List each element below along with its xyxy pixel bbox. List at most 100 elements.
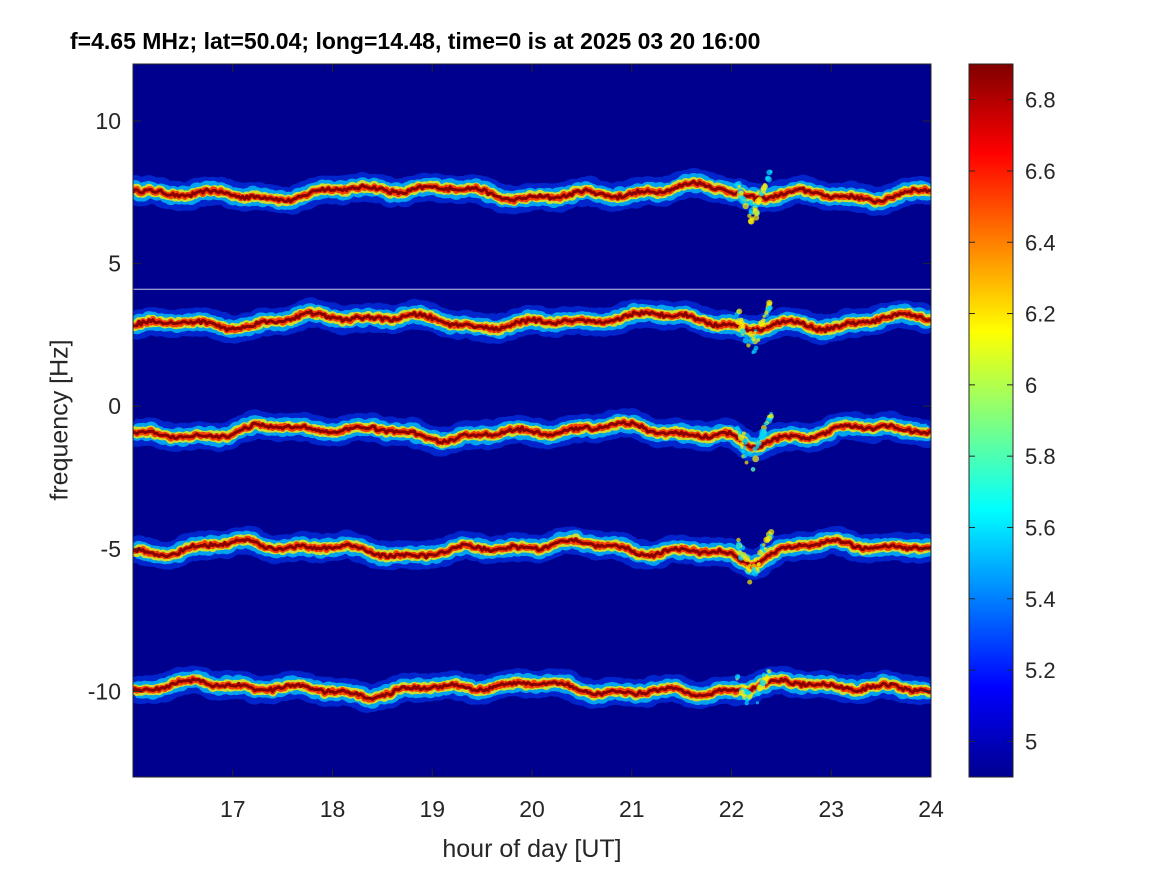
trace-spread-point: [763, 421, 768, 427]
trace-spread-point: [739, 328, 746, 335]
trace-spread-point: [756, 562, 761, 567]
x-tick-label: 19: [419, 796, 445, 822]
trace-spread-point: [754, 691, 759, 696]
trace-spread-point: [764, 310, 769, 315]
trace-spread-point: [734, 674, 741, 680]
y-tick-label: -5: [101, 536, 121, 562]
trace-spread-point: [753, 203, 758, 208]
trace-spread-point: [767, 305, 773, 311]
trace-spread-point: [740, 551, 747, 559]
trace-spread-point: [742, 202, 749, 210]
heatmap-bands: [133, 167, 931, 713]
trace-spread-point: [757, 549, 764, 556]
trace-spread-point: [740, 195, 745, 200]
trace-spread-point: [748, 331, 753, 336]
y-tick-label: 0: [108, 393, 121, 419]
trace-spread-point: [736, 308, 743, 315]
colorbar-tick-label: 6.4: [1025, 230, 1056, 255]
trace-spread-point: [747, 450, 752, 455]
trace-spread-point: [736, 180, 742, 187]
trace-spread-point: [761, 672, 767, 677]
colorbar-tick-label: 5.6: [1025, 515, 1056, 540]
colorbar-tick-label: 6: [1025, 373, 1037, 398]
trace-spread-point: [747, 579, 753, 585]
trace-spread-point: [755, 701, 760, 705]
trace-spread-point: [736, 537, 741, 543]
y-tick-label: 5: [108, 251, 121, 277]
trace-spread-point: [755, 445, 760, 449]
trace-spread-point: [746, 571, 750, 575]
chart-title: f=4.65 MHz; lat=50.04; long=14.48, time=…: [70, 28, 761, 54]
trace-spread-point: [742, 337, 750, 344]
colorbar-tick-label: 5: [1025, 729, 1037, 754]
spectral-trace-3: [133, 420, 931, 451]
x-tick-label: 20: [519, 796, 545, 822]
trace-spread-point: [734, 425, 741, 431]
trace-spread-point: [747, 690, 752, 695]
y-axis: 10 5 0 -5 -10: [88, 108, 931, 704]
x-tick-label: 21: [619, 796, 645, 822]
spectral-trace-4: [133, 537, 931, 568]
trace-spread-point: [737, 185, 741, 189]
trace-spread-point: [762, 314, 766, 318]
trace-spread-point: [759, 428, 765, 434]
spectral-trace-2: [133, 309, 931, 333]
trace-spread-point: [753, 330, 757, 335]
colorbar: [968, 63, 1014, 778]
trace-spread-point: [742, 445, 747, 450]
trace-spread-point: [747, 213, 752, 218]
trace-spread-point: [742, 453, 748, 459]
trace-spread-point: [756, 684, 764, 692]
x-axis: 17 18 19 20 21 22 23 24: [220, 64, 944, 822]
trace-spread-point: [754, 439, 762, 447]
x-tick-label: 17: [220, 796, 246, 822]
colorbar-tick-label: 6.2: [1025, 302, 1056, 327]
trace-spread-point: [747, 199, 754, 206]
trace-spread-point: [754, 558, 758, 562]
trace-spread-point: [759, 679, 767, 687]
trace-spread-point: [767, 669, 772, 674]
spectral-trace-1: [133, 179, 931, 205]
x-tick-label: 24: [918, 796, 944, 822]
trace-spread-point: [741, 431, 746, 436]
trace-spread-point: [752, 208, 760, 216]
y-axis-label: frequency [Hz]: [45, 339, 74, 501]
trace-spread-point: [761, 318, 766, 323]
trace-spread-point: [766, 299, 773, 307]
trace-spread-point: [748, 219, 754, 225]
trace-spread-point: [766, 535, 773, 542]
trace-spread-point: [752, 455, 760, 463]
trace-spread-point: [737, 434, 745, 442]
trace-spread-point: [751, 350, 755, 355]
x-tick-label: 23: [818, 796, 844, 822]
trace-spread-point: [763, 547, 768, 551]
colorbar-tick-label: 5.4: [1025, 587, 1056, 612]
y-tick-label: -10: [88, 678, 121, 704]
spectral-trace-5: [133, 677, 931, 701]
trace-spread-point: [739, 441, 744, 445]
trace-spread-point: [735, 544, 742, 550]
y-tick-label: 10: [95, 108, 121, 134]
trace-spread-point: [753, 214, 760, 221]
trace-spread-point: [740, 324, 746, 330]
trace-spread-point: [742, 438, 747, 443]
trace-spread-point: [751, 566, 757, 573]
trace-spread-point: [738, 195, 742, 199]
trace-spread-point: [747, 694, 753, 700]
trace-spread-point: [762, 323, 767, 328]
colorbar-tick-label: 5.2: [1025, 658, 1056, 683]
trace-spread-point: [751, 336, 756, 342]
trace-spread-point: [750, 467, 756, 472]
x-axis-label: hour of day [UT]: [442, 835, 622, 863]
trace-spread-point: [744, 460, 749, 465]
trace-spread-point: [765, 176, 772, 183]
x-tick-label: 22: [719, 796, 745, 822]
trace-spread-point: [741, 449, 746, 455]
trace-spread-point: [748, 563, 752, 567]
trace-spread-point: [744, 700, 749, 706]
trace-spread-point: [759, 433, 767, 441]
trace-spread-point: [756, 338, 761, 342]
x-tick-label: 18: [320, 796, 346, 822]
